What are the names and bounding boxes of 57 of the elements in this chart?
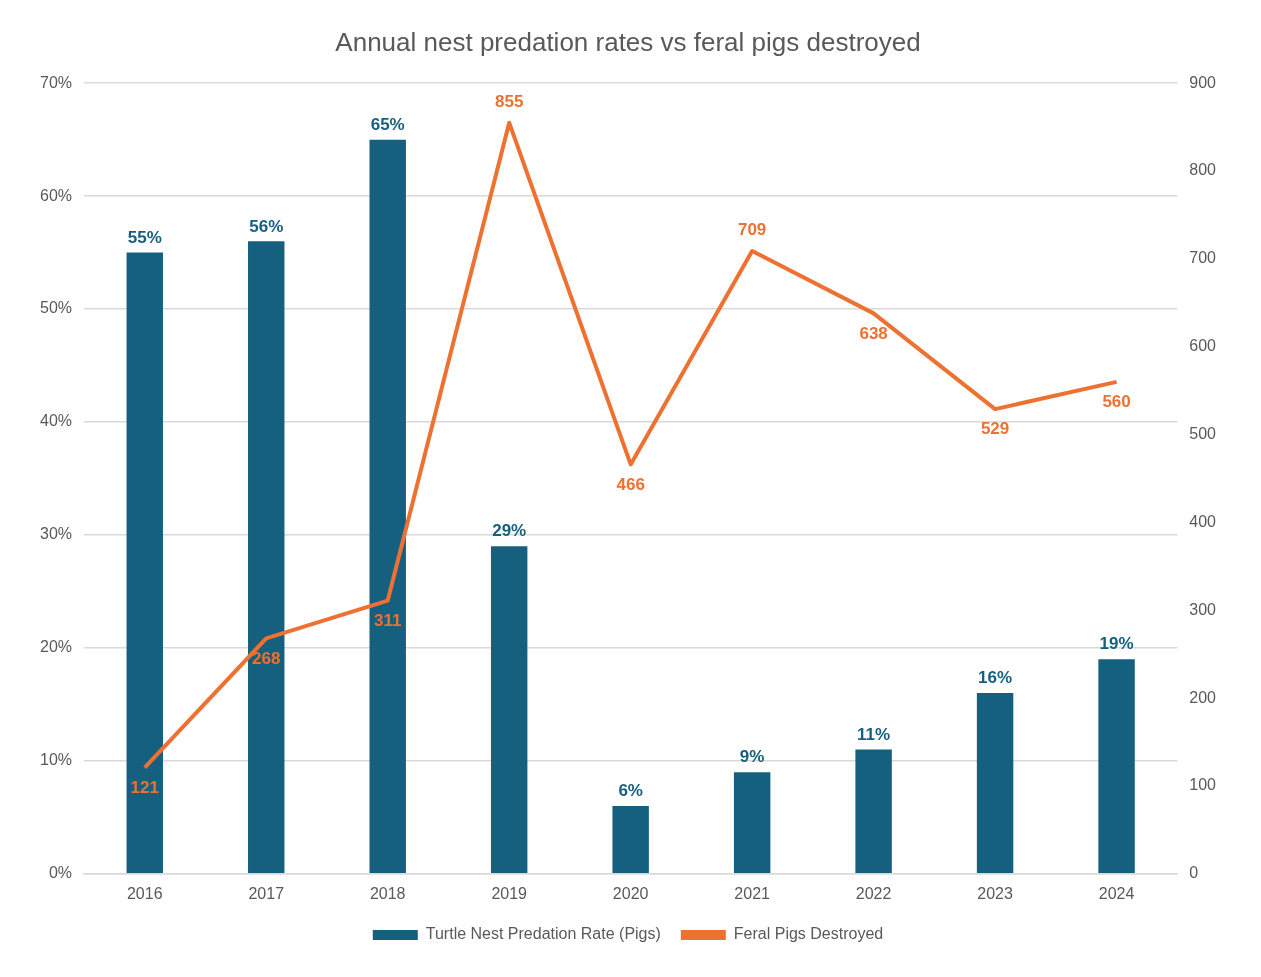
y2-tick-label: 900 [1189, 73, 1217, 91]
bar [855, 749, 892, 874]
data-label: 268 [252, 648, 281, 668]
bar [733, 772, 771, 874]
x-tick-label: 2023 [977, 884, 1013, 902]
x-tick-label: 2022 [855, 884, 892, 902]
legend-label: Turtle Nest Predation Rate (Pigs) [425, 925, 661, 943]
bar [126, 252, 163, 874]
data-label: 11% [857, 724, 891, 744]
data-label: 29% [492, 521, 527, 541]
bar [612, 806, 649, 874]
y2-tick-label: 300 [1189, 600, 1217, 618]
y2-tick-label: 800 [1189, 161, 1217, 179]
x-tick-label: 2021 [734, 884, 771, 902]
x-tick-label: 2024 [1098, 884, 1135, 902]
legend-label: Feral Pigs Destroyed [733, 925, 884, 943]
x-tick-label: 2020 [612, 884, 649, 902]
y-tick-label: 50% [39, 299, 73, 317]
bar [976, 693, 1014, 874]
bar [248, 241, 285, 874]
y-tick-label: 40% [39, 412, 73, 430]
data-label: 9% [739, 747, 765, 767]
data-label: 6% [618, 781, 643, 801]
data-label: 311 [373, 610, 402, 630]
data-label: 121 [130, 777, 159, 797]
data-label: 709 [737, 220, 767, 240]
data-label: 529 [980, 419, 1010, 439]
bar [490, 546, 528, 874]
y2-tick-label: 200 [1189, 688, 1217, 706]
y2-tick-label: 100 [1189, 776, 1217, 794]
y2-tick-label: 0 [1189, 864, 1199, 882]
bar [1098, 659, 1135, 874]
x-tick-label: 2016 [126, 884, 163, 902]
chart-title: Annual nest predation rates vs feral pigs destroyed [335, 26, 921, 57]
data-label: 19% [1099, 634, 1134, 654]
y-tick-label: 0% [48, 864, 73, 882]
y-tick-label: 30% [39, 525, 73, 543]
data-label: 16% [978, 668, 1013, 688]
x-tick-label: 2017 [248, 884, 285, 902]
y2-tick-label: 400 [1189, 512, 1217, 530]
x-tick-label: 2018 [369, 884, 406, 902]
y2-tick-label: 700 [1189, 249, 1217, 267]
x-tick-label: 2019 [491, 884, 528, 902]
data-label: 638 [859, 323, 888, 343]
data-label: 466 [616, 474, 645, 494]
data-label: 65% [370, 114, 405, 134]
y-tick-label: 70% [39, 73, 73, 91]
y2-tick-label: 600 [1189, 337, 1217, 355]
data-label: 855 [495, 91, 524, 111]
y-tick-label: 60% [39, 186, 73, 204]
data-label: 55% [127, 227, 162, 247]
bar [369, 139, 406, 874]
data-label: 560 [1102, 392, 1131, 412]
data-label: 56% [249, 216, 284, 236]
y2-tick-label: 500 [1189, 424, 1217, 442]
y-tick-label: 20% [39, 638, 73, 656]
y-tick-label: 10% [39, 751, 73, 769]
